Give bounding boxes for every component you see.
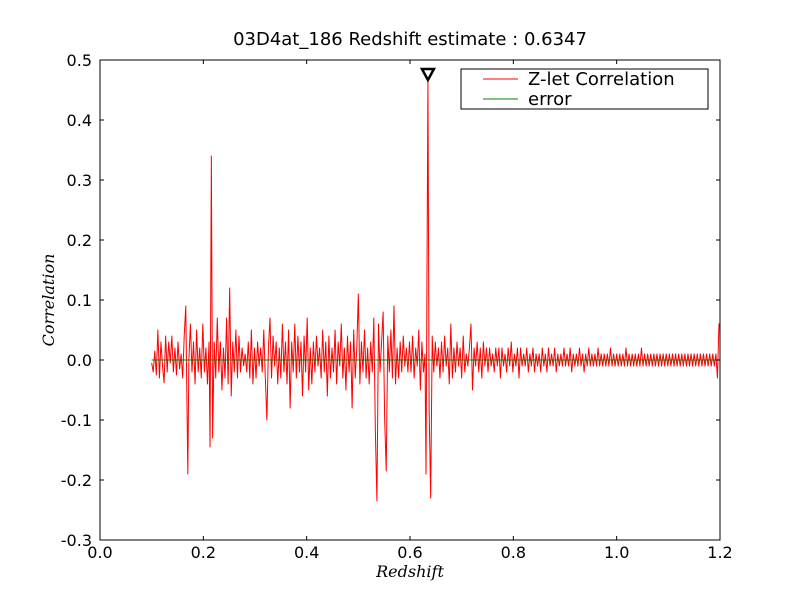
y-tick-label: 0.5 — [67, 51, 92, 70]
y-axis-label: Correlation — [39, 254, 58, 347]
y-tick-label: -0.3 — [61, 531, 92, 550]
x-tick-label: 0.0 — [87, 543, 112, 562]
axes-frame — [99, 59, 721, 541]
y-tick-label: 0.0 — [67, 351, 92, 370]
axis-ticks: 0.0 0.2 0.4 0.6 0.8 1.0 1.20.50.40.30.20.10.0-… — [61, 51, 733, 562]
legend-label-correlation: Z-let Correlation — [528, 69, 675, 90]
legend: Z-let Correlation error — [460, 68, 709, 110]
x-tick-label: 0.4 — [294, 543, 319, 562]
y-tick-label: -0.1 — [61, 411, 92, 430]
x-tick-label: 1.2 — [707, 543, 732, 562]
x-tick-label: 0.8 — [501, 543, 526, 562]
chart-title: 03D4at_186 Redshift estimate : 0.6347 — [233, 29, 587, 50]
y-tick-label: 0.4 — [67, 111, 92, 130]
y-tick-label: 0.1 — [67, 291, 92, 310]
x-tick-label: 0.2 — [191, 543, 216, 562]
legend-label-error: error — [528, 89, 572, 110]
x-axis-label: Redshift — [375, 562, 444, 581]
x-tick-label: 1.0 — [604, 543, 629, 562]
x-tick-label: 0.6 — [397, 543, 422, 562]
y-tick-label: -0.2 — [61, 471, 92, 490]
plot-content — [151, 67, 720, 502]
series-line-correlation — [151, 77, 720, 502]
peak-marker — [419, 67, 437, 83]
y-tick-label: 0.2 — [67, 231, 92, 250]
y-tick-label: 0.3 — [67, 171, 92, 190]
legend-box — [460, 68, 709, 110]
